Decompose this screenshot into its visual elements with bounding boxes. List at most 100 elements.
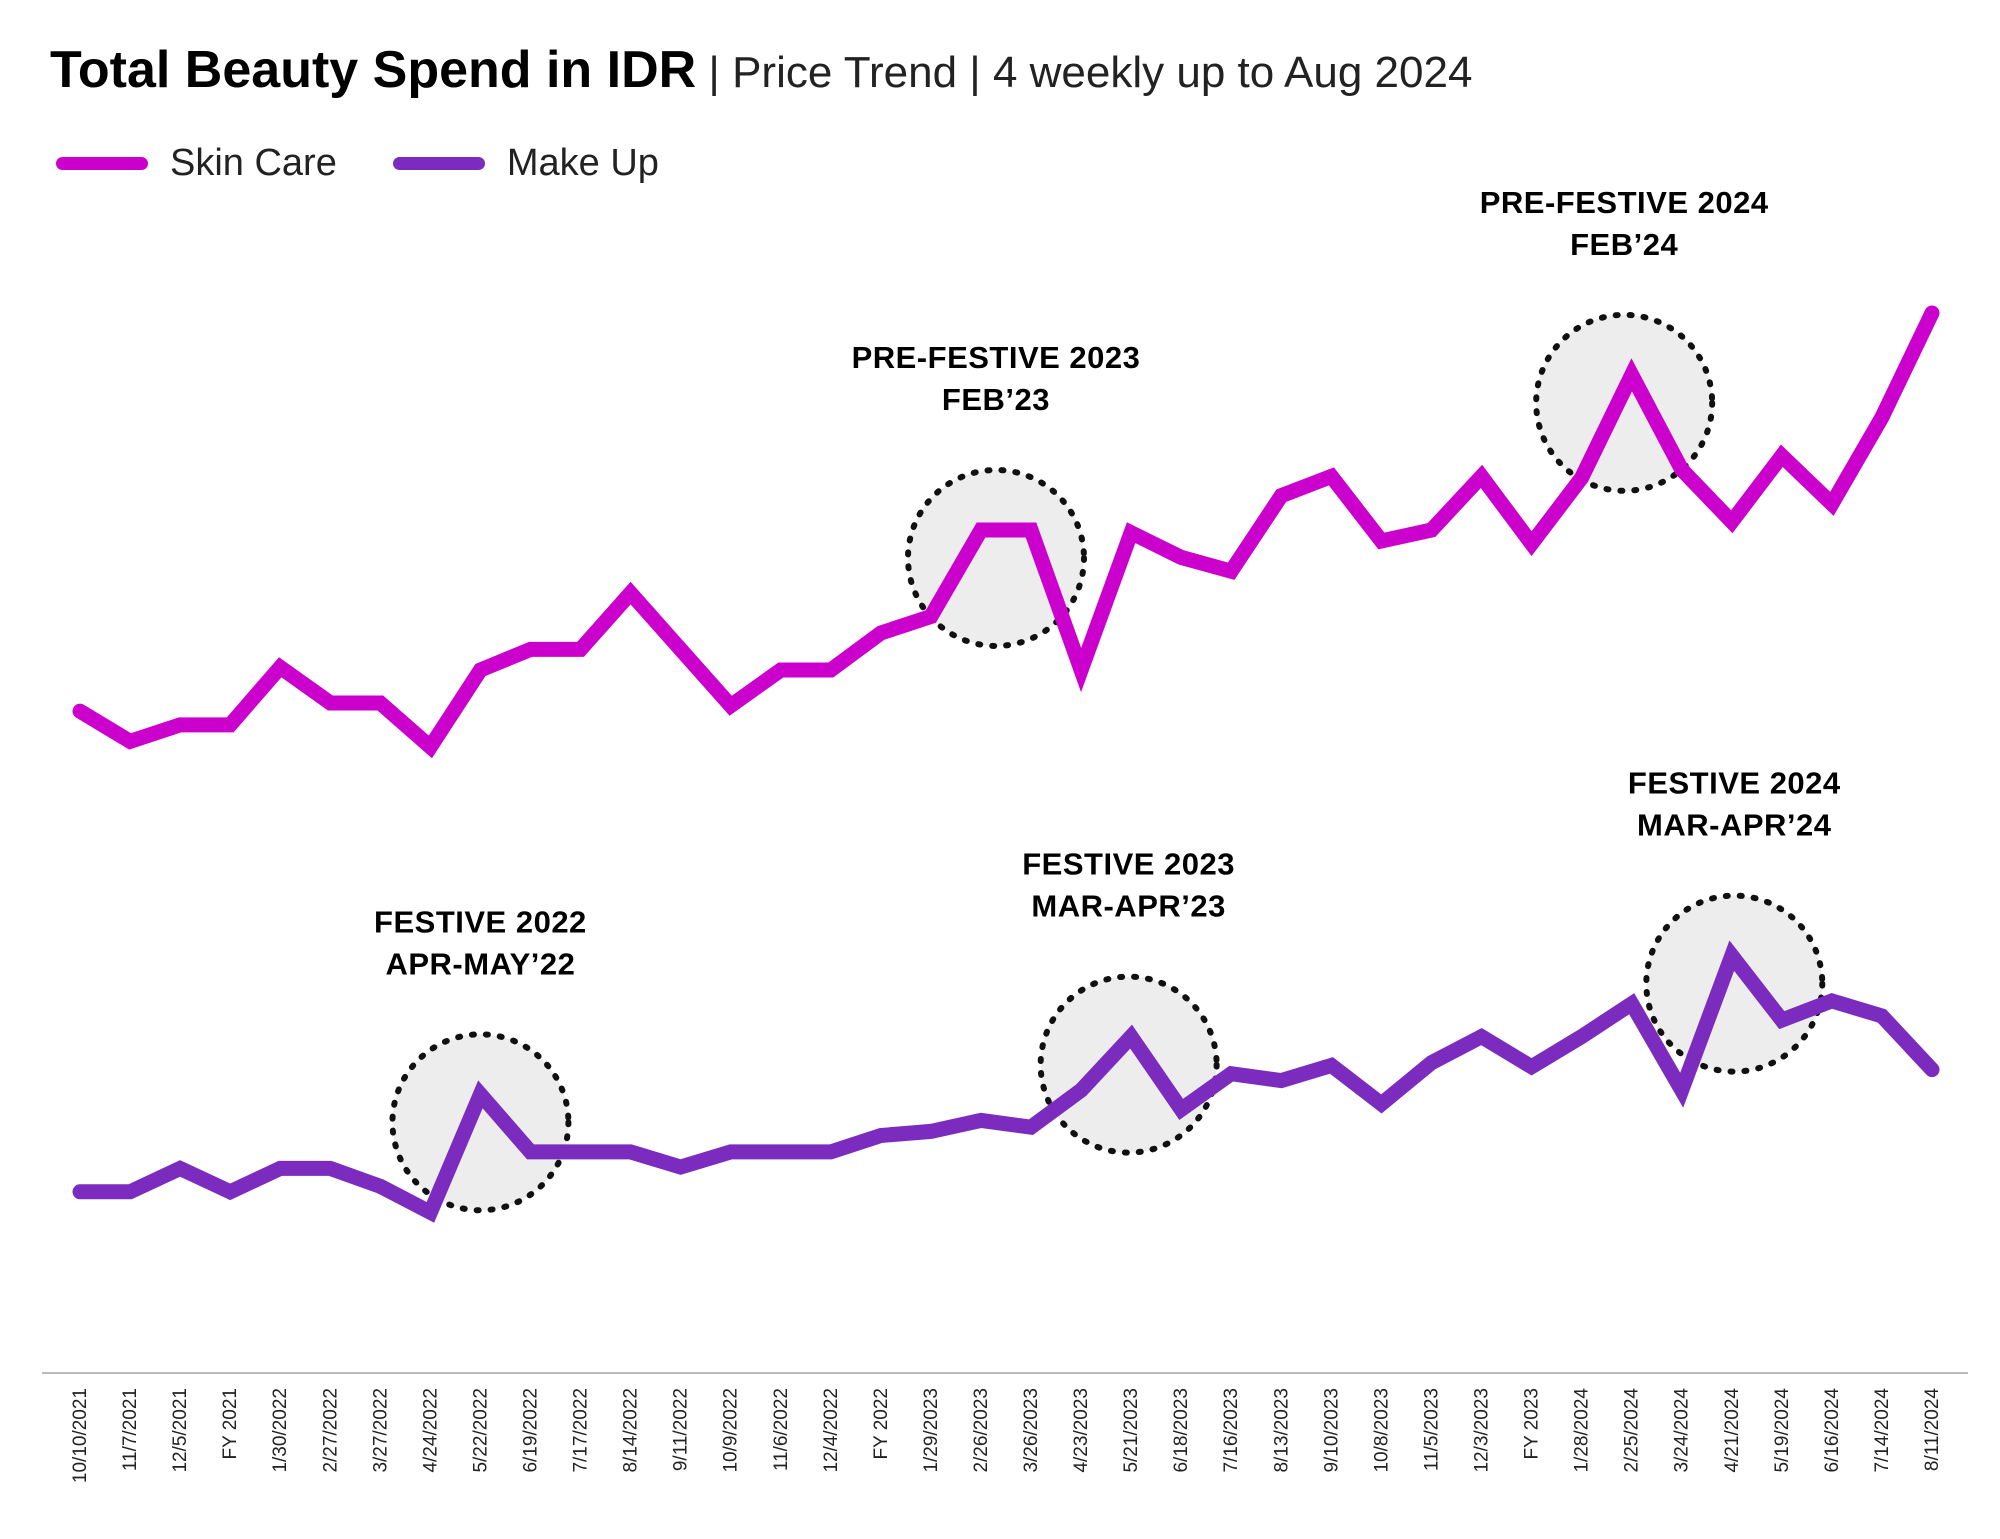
x-tick-label: 2/25/2024 bbox=[1622, 1388, 1643, 1473]
data-point bbox=[629, 1150, 632, 1153]
annotations-layer: PRE-FESTIVE 2023 FEB’23 PRE-FESTIVE 2024 FE… bbox=[374, 185, 1841, 1214]
data-point bbox=[1380, 539, 1383, 542]
x-tick-label: FY 2022 bbox=[871, 1388, 892, 1459]
annotation-circle bbox=[904, 466, 1087, 649]
x-tick-label: 1/29/2023 bbox=[921, 1388, 942, 1473]
x-tick-label: 8/11/2024 bbox=[1922, 1388, 1943, 1472]
data-point bbox=[1730, 954, 1733, 957]
data-point bbox=[1830, 999, 1833, 1002]
data-point bbox=[929, 615, 932, 618]
data-point bbox=[129, 740, 132, 743]
data-point bbox=[429, 1211, 432, 1214]
data-point bbox=[1480, 475, 1483, 478]
x-tick-label: 3/27/2022 bbox=[370, 1388, 391, 1473]
data-point bbox=[1530, 1065, 1533, 1068]
data-point bbox=[1180, 1108, 1183, 1111]
annotation-label: FESTIVE 2022 bbox=[374, 904, 587, 939]
legend-swatch-make-up bbox=[392, 157, 485, 170]
data-point bbox=[1330, 475, 1333, 478]
x-tick-label: 5/21/2023 bbox=[1121, 1388, 1142, 1473]
legend-item-make-up: Make Up bbox=[392, 142, 659, 185]
data-point bbox=[229, 1190, 232, 1193]
x-tick-label: 9/10/2023 bbox=[1321, 1388, 1342, 1473]
legend-item-skin-care: Skin Care bbox=[56, 142, 337, 185]
data-point bbox=[1330, 1064, 1333, 1067]
annotation-label: FESTIVE 2024 bbox=[1628, 766, 1841, 801]
data-point bbox=[1780, 1019, 1783, 1022]
series-line-skin-care bbox=[72, 305, 1940, 759]
data-point bbox=[1780, 454, 1783, 457]
data-point bbox=[279, 666, 282, 669]
data-point bbox=[1130, 1035, 1133, 1038]
x-tick-label: 11/5/2023 bbox=[1421, 1388, 1442, 1471]
x-tick-label: FY 2023 bbox=[1522, 1388, 1543, 1459]
data-point bbox=[1080, 1089, 1083, 1092]
x-tick-label: FY 2021 bbox=[220, 1388, 241, 1459]
data-point bbox=[979, 528, 982, 531]
data-point bbox=[879, 1134, 882, 1137]
data-point bbox=[1830, 502, 1833, 505]
data-point bbox=[929, 1130, 932, 1133]
data-point bbox=[1480, 1035, 1483, 1038]
data-point bbox=[1280, 494, 1283, 497]
annotation-circle bbox=[389, 1031, 572, 1214]
data-point bbox=[1931, 1068, 1933, 1071]
data-point bbox=[329, 1167, 332, 1170]
x-tick-label: 11/6/2022 bbox=[771, 1388, 792, 1471]
annotation-circle bbox=[1643, 892, 1826, 1075]
data-point bbox=[579, 1150, 582, 1153]
data-point bbox=[1130, 531, 1133, 534]
legend-label-skin-care: Skin Care bbox=[170, 142, 337, 184]
data-point bbox=[379, 1185, 382, 1188]
annotation-label: APR-MAY’22 bbox=[385, 946, 575, 981]
data-point bbox=[179, 1167, 182, 1170]
x-tick-label: 7/14/2024 bbox=[1872, 1388, 1893, 1473]
legend-label-make-up: Make Up bbox=[506, 142, 659, 184]
annotation-label: MAR-APR’24 bbox=[1637, 808, 1832, 843]
annotation-label: PRE-FESTIVE 2024 bbox=[1480, 185, 1769, 220]
data-point bbox=[1030, 1126, 1033, 1129]
x-tick-label: 10/8/2023 bbox=[1371, 1388, 1392, 1473]
data-point bbox=[379, 701, 382, 704]
data-point bbox=[879, 631, 882, 634]
x-tick-label: 3/26/2023 bbox=[1021, 1388, 1042, 1473]
data-point bbox=[1380, 1102, 1383, 1105]
annotation-circle bbox=[1037, 973, 1220, 1156]
annotation-pre-festive-2024-feb-24: PRE-FESTIVE 2024 FEB’24 bbox=[1480, 185, 1769, 494]
x-tick-label: 12/4/2022 bbox=[821, 1388, 842, 1473]
data-point bbox=[479, 1093, 482, 1096]
data-point bbox=[1430, 1061, 1433, 1064]
x-tick-label: 3/24/2024 bbox=[1672, 1388, 1693, 1473]
data-point bbox=[1880, 416, 1883, 419]
annotation-label: MAR-APR’23 bbox=[1031, 889, 1225, 924]
data-point bbox=[779, 1150, 782, 1153]
data-point bbox=[729, 704, 732, 707]
data-point bbox=[129, 1190, 132, 1193]
data-point bbox=[1230, 570, 1233, 573]
data-point bbox=[229, 723, 232, 726]
data-point bbox=[829, 669, 832, 672]
annotation-festive-2022-apr-may-22: FESTIVE 2022 APR-MAY’22 bbox=[374, 904, 587, 1214]
data-point bbox=[279, 1167, 282, 1170]
x-tick-label: 2/26/2023 bbox=[971, 1388, 992, 1473]
chart-subtitle: | Price Trend | 4 weekly up to Aug 2024 bbox=[696, 48, 1473, 97]
x-tick-label: 8/13/2023 bbox=[1271, 1388, 1292, 1473]
annotation-label: FESTIVE 2023 bbox=[1022, 847, 1235, 882]
data-point bbox=[579, 648, 582, 651]
data-point bbox=[529, 1150, 532, 1153]
data-point bbox=[1931, 312, 1933, 315]
data-point bbox=[779, 669, 782, 672]
data-point bbox=[1580, 1035, 1583, 1038]
data-point bbox=[1630, 373, 1633, 376]
data-point bbox=[1180, 556, 1183, 559]
series-layer bbox=[72, 305, 1940, 1223]
chart-title: Total Beauty Spend in IDR bbox=[50, 41, 697, 99]
data-point bbox=[829, 1150, 832, 1153]
annotation-label: PRE-FESTIVE 2023 bbox=[852, 340, 1141, 375]
data-point bbox=[1880, 1015, 1883, 1018]
x-tick-label: 9/11/2022 bbox=[671, 1388, 692, 1471]
data-point bbox=[979, 1119, 982, 1122]
series-points-skin-care bbox=[79, 312, 1933, 748]
data-point bbox=[679, 648, 682, 651]
